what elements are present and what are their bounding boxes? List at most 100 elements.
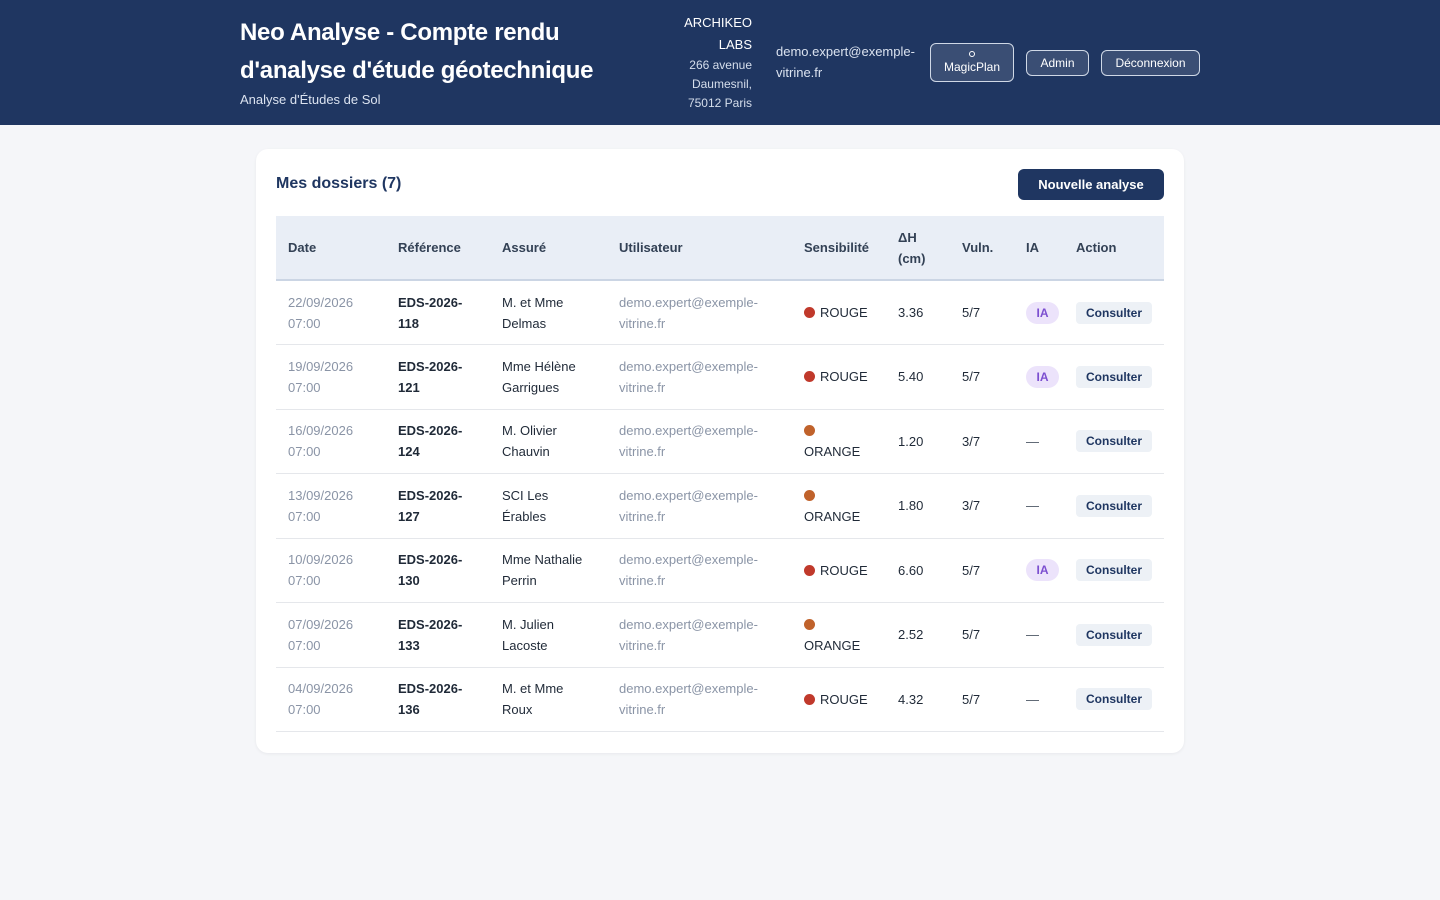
app-title: Neo Analyse - Compte rendu d'analyse d'é… [240,19,594,84]
row-sensibilite: ROUGE [792,345,886,410]
row-vuln: 5/7 [962,627,981,643]
row-action: Consulter [1064,345,1164,410]
row-date: 07/09/2026 07:00 [288,616,354,653]
consult-button[interactable]: Consulter [1076,559,1153,582]
admin-button[interactable]: Admin [1026,50,1089,76]
row-reference: EDS-2026-127 [398,487,463,524]
consult-button[interactable]: Consulter [1076,688,1153,711]
ia-indicator: — [1026,433,1039,449]
row-utilisateur: demo.expert@exemple-vitrine.fr [619,616,758,653]
row-ia: IA [1014,538,1064,603]
row-reference: EDS-2026-118 [398,294,463,331]
row-sensibilite: ROUGE [792,667,886,732]
row-delta-h: 3.36 [898,305,924,320]
row-sensibilite: ORANGE [792,603,886,668]
row-ia: — [1014,603,1064,668]
magicplan-label: MagicPlan [943,60,1001,74]
row-utilisateur: demo.expert@exemple-vitrine.fr [619,358,758,395]
company-info: ARCHIKEO LABS 266 avenue Daumesnil, 7501… [660,12,752,113]
col-utilisateur[interactable]: Utilisateur [619,240,683,255]
sensibilite-dot-icon [804,307,815,318]
row-reference: EDS-2026-130 [398,552,463,589]
row-date: 19/09/2026 07:00 [288,358,354,395]
table-row[interactable]: 13/09/2026 07:00 EDS-2026-127 SCI Les Ér… [276,474,1164,539]
row-ia: — [1014,409,1064,474]
consult-button[interactable]: Consulter [1076,494,1153,517]
sensibilite-label: ROUGE [820,691,868,707]
sensibilite-label: ROUGE [820,305,868,320]
app-subtitle: Analyse d'Études de Sol [240,92,381,107]
sensibilite-label: ORANGE [804,444,861,460]
row-date: 10/09/2026 07:00 [288,552,354,589]
row-action: Consulter [1064,474,1164,539]
logout-button[interactable]: Déconnexion [1101,50,1200,76]
row-assure: SCI Les Érables [502,487,549,524]
row-utilisateur: demo.expert@exemple-vitrine.fr [619,423,758,460]
col-assure[interactable]: Assuré [502,240,547,255]
col-delta-h[interactable]: ΔH (cm) [898,229,926,266]
row-ia: IA [1014,345,1064,410]
row-action: Consulter [1064,603,1164,668]
row-sensibilite: ROUGE [792,280,886,345]
magicplan-icon [969,51,975,57]
row-vuln: 5/7 [962,691,981,707]
row-reference: EDS-2026-121 [398,358,463,395]
table-row[interactable]: 04/09/2026 07:00 EDS-2026-136 M. et Mme … [276,667,1164,732]
row-reference: EDS-2026-136 [398,681,463,718]
table-row[interactable]: 10/09/2026 07:00 EDS-2026-130 Mme Nathal… [276,538,1164,603]
ia-indicator: IA [1026,365,1059,388]
app-header: Neo Analyse - Compte rendu d'analyse d'é… [0,0,1440,125]
row-assure: M. et Mme Roux [502,681,564,718]
row-action: Consulter [1064,409,1164,474]
new-analysis-button[interactable]: Nouvelle analyse [1018,169,1164,200]
consult-button[interactable]: Consulter [1076,623,1153,646]
table-row[interactable]: 22/09/2026 07:00 EDS-2026-118 M. et Mme … [276,280,1164,345]
consult-button[interactable]: Consulter [1076,430,1153,453]
sensibilite-label: ORANGE [804,637,861,653]
col-date[interactable]: Date [288,240,317,255]
row-delta-h: 1.80 [898,498,924,514]
table-row[interactable]: 07/09/2026 07:00 EDS-2026-133 M. Julien … [276,603,1164,668]
sensibilite-dot-icon [804,693,815,705]
row-action: Consulter [1064,538,1164,603]
row-assure: M. Olivier Chauvin [502,423,557,460]
row-ia: — [1014,474,1064,539]
sensibilite-dot-icon [804,371,815,383]
row-sensibilite: ORANGE [792,474,886,539]
row-vuln: 5/7 [962,562,981,578]
row-date: 22/09/2026 07:00 [288,294,354,331]
row-action: Consulter [1064,667,1164,732]
row-ia: IA [1014,280,1064,345]
row-vuln: 5/7 [962,305,981,320]
consult-button[interactable]: Consulter [1076,365,1153,388]
row-delta-h: 1.20 [898,433,924,449]
row-vuln: 3/7 [962,433,981,449]
dossiers-title: Mes dossiers (7) [276,175,402,192]
sensibilite-dot-icon [804,425,815,437]
company-address: 266 avenue Daumesnil, 75012 Paris [687,58,752,110]
ia-indicator: — [1026,498,1039,514]
col-vuln[interactable]: Vuln. [962,240,994,255]
col-reference[interactable]: Référence [398,240,461,255]
table-row[interactable]: 16/09/2026 07:00 EDS-2026-124 M. Olivier… [276,409,1164,474]
col-ia[interactable]: IA [1026,240,1039,255]
sensibilite-label: ORANGE [804,508,861,524]
consult-button[interactable]: Consulter [1076,301,1153,324]
row-delta-h: 2.52 [898,627,924,643]
row-action: Consulter [1064,280,1164,345]
sensibilite-dot-icon [804,618,815,630]
table-row[interactable]: 19/09/2026 07:00 EDS-2026-121 Mme Hélène… [276,345,1164,410]
row-date: 13/09/2026 07:00 [288,487,354,524]
col-sensibilite[interactable]: Sensibilité [804,240,870,255]
row-utilisateur: demo.expert@exemple-vitrine.fr [619,294,758,331]
table-header-row: Date Référence Assuré Utilisateur Sensib… [276,216,1164,280]
row-utilisateur: demo.expert@exemple-vitrine.fr [619,552,758,589]
row-delta-h: 6.60 [898,562,924,578]
magicplan-button[interactable]: MagicPlan [930,43,1014,82]
user-email: demo.expert@exemple-vitrine.fr [776,44,915,80]
row-sensibilite: ROUGE [792,538,886,603]
row-delta-h: 4.32 [898,691,924,707]
row-vuln: 5/7 [962,369,981,385]
col-action: Action [1076,240,1117,255]
table-body: 22/09/2026 07:00 EDS-2026-118 M. et Mme … [276,280,1164,732]
